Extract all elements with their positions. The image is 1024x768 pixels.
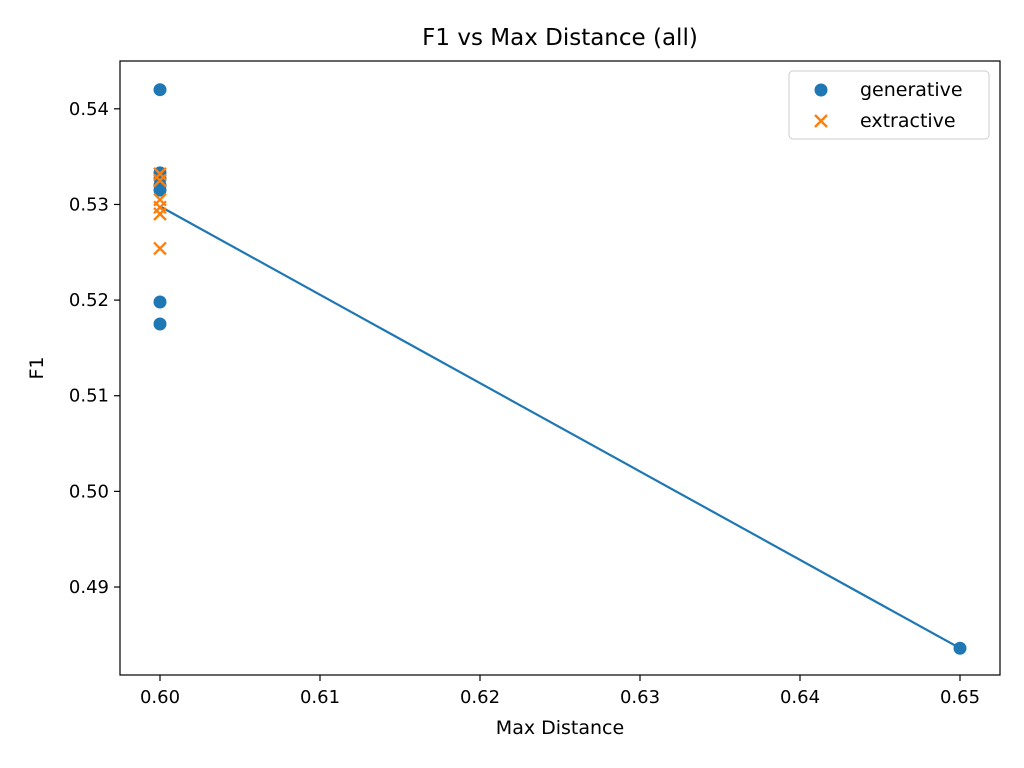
y-tick-label: 0.50 [69, 481, 109, 502]
y-tick-label: 0.53 [69, 194, 109, 215]
trend-line [159, 205, 961, 650]
legend-marker-extractive [814, 114, 828, 128]
x-tick-label: 0.64 [780, 687, 820, 708]
plot-area [119, 60, 1001, 676]
data-points-layer [153, 83, 967, 655]
data-point-generative [153, 317, 167, 331]
data-point-extractive [153, 207, 167, 221]
y-tick-label: 0.54 [69, 99, 109, 120]
y-tick-label: 0.49 [69, 577, 109, 598]
plot-frame [119, 60, 1001, 676]
data-point-generative [153, 295, 167, 309]
legend-box [788, 70, 990, 140]
data-point-extractive [153, 241, 167, 256]
legend-label-generative: generative [860, 79, 963, 101]
x-tick-label: 0.65 [940, 687, 980, 708]
x-tick-label: 0.61 [300, 687, 340, 708]
x-tick-label: 0.62 [460, 687, 500, 708]
data-point-extractive [153, 173, 167, 188]
y-axis-ticks: 0.49 0.50 0.51 0.52 0.53 0.54 [69, 99, 120, 598]
data-point-generative [953, 641, 967, 655]
y-tick-label: 0.52 [69, 290, 109, 311]
trend-line-layer [159, 205, 961, 650]
x-axis-ticks: 0.60 0.61 0.62 0.63 0.64 0.65 [140, 675, 980, 708]
data-point-generative [153, 183, 167, 197]
legend-marker-generative [814, 83, 828, 97]
x-axis-label: Max Distance [496, 717, 624, 739]
legend-label-extractive: extractive [860, 110, 956, 132]
x-tick-label: 0.63 [620, 687, 660, 708]
chart-title: F1 vs Max Distance (all) [422, 25, 698, 51]
y-tick-label: 0.51 [69, 386, 109, 407]
x-tick-label: 0.60 [140, 687, 180, 708]
legend: generative extractive [788, 70, 990, 140]
data-point-generative [153, 83, 167, 97]
y-axis-label: F1 [26, 356, 48, 379]
